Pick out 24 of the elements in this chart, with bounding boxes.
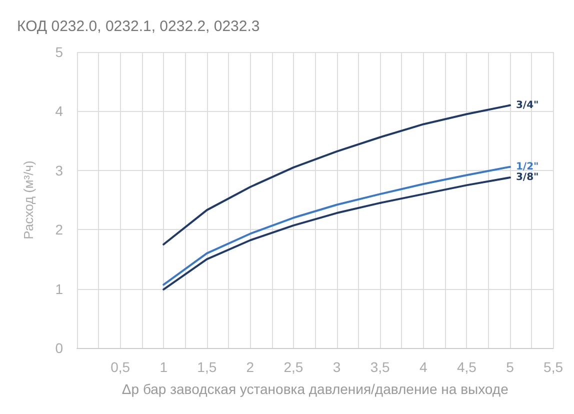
- x-tick-label: 5,5: [544, 359, 564, 375]
- line-series: [162, 104, 511, 246]
- y-tick-label: 5: [55, 44, 64, 60]
- y-tick-label: 3: [55, 162, 64, 178]
- x-tick-label: 0,5: [110, 359, 130, 375]
- x-tick-label: 4: [419, 359, 428, 375]
- x-tick-label: 2: [246, 359, 254, 375]
- series-label: 3/4": [516, 100, 539, 111]
- y-axis-title: Расход (м³/ч): [21, 160, 36, 240]
- x-tick-label: 3,5: [370, 359, 390, 375]
- x-tick-label: 1,5: [197, 359, 217, 375]
- y-tick-label: 1: [55, 280, 64, 297]
- series-label: 3/8": [516, 172, 539, 184]
- x-tick-label: 3: [332, 359, 341, 375]
- x-tick-label: 2,5: [284, 359, 304, 375]
- y-tick-label: 0: [55, 340, 64, 356]
- y-tick-label: 2: [55, 222, 64, 238]
- x-tick-label: 1: [160, 359, 168, 375]
- x-tick-label: 5: [506, 359, 514, 375]
- x-tick-label: 4,5: [456, 359, 477, 375]
- chart-title: КОД 0232.0, 0232.1, 0232.2, 0232.3: [17, 18, 260, 35]
- series-label: 1/2": [516, 161, 539, 172]
- x-axis-title: Δр бар заводская установка давления/давление на выходе: [122, 381, 509, 397]
- y-tick-label: 4: [55, 103, 64, 120]
